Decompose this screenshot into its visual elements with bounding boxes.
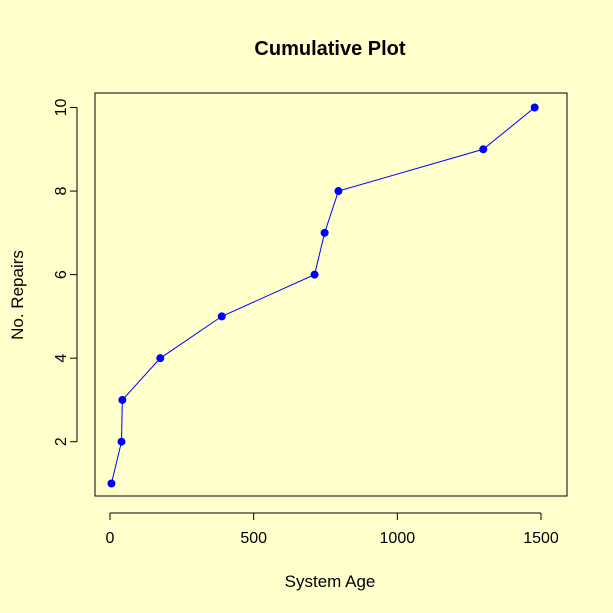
data-point <box>107 479 116 488</box>
x-tick-label: 1500 <box>523 530 559 547</box>
x-tick-label: 1000 <box>380 530 416 547</box>
y-tick-label: 4 <box>53 354 70 363</box>
data-point <box>118 395 127 404</box>
y-tick-label: 10 <box>53 99 70 117</box>
y-axis: 2 4 6 8 10 <box>53 99 78 446</box>
x-tick-label: 500 <box>240 530 267 547</box>
x-axis-label: System Age <box>285 572 376 591</box>
data-point <box>310 270 319 279</box>
chart-title: Cumulative Plot <box>254 38 405 60</box>
data-point <box>117 437 126 446</box>
series-line <box>110 107 535 484</box>
y-tick-label: 8 <box>53 187 70 196</box>
data-point <box>530 103 539 112</box>
plot-area-frame <box>94 92 568 497</box>
y-axis-label: No. Repairs <box>8 250 27 340</box>
data-point <box>334 187 343 196</box>
data-point <box>320 228 329 237</box>
x-tick-label: 0 <box>106 530 115 547</box>
data-point <box>479 145 488 154</box>
y-tick-label: 6 <box>53 270 70 279</box>
y-tick-label: 2 <box>53 437 70 446</box>
data-point <box>217 312 226 321</box>
data-point <box>156 354 165 363</box>
series-layer <box>107 103 539 488</box>
x-axis: 0 500 1000 1500 <box>106 512 559 547</box>
